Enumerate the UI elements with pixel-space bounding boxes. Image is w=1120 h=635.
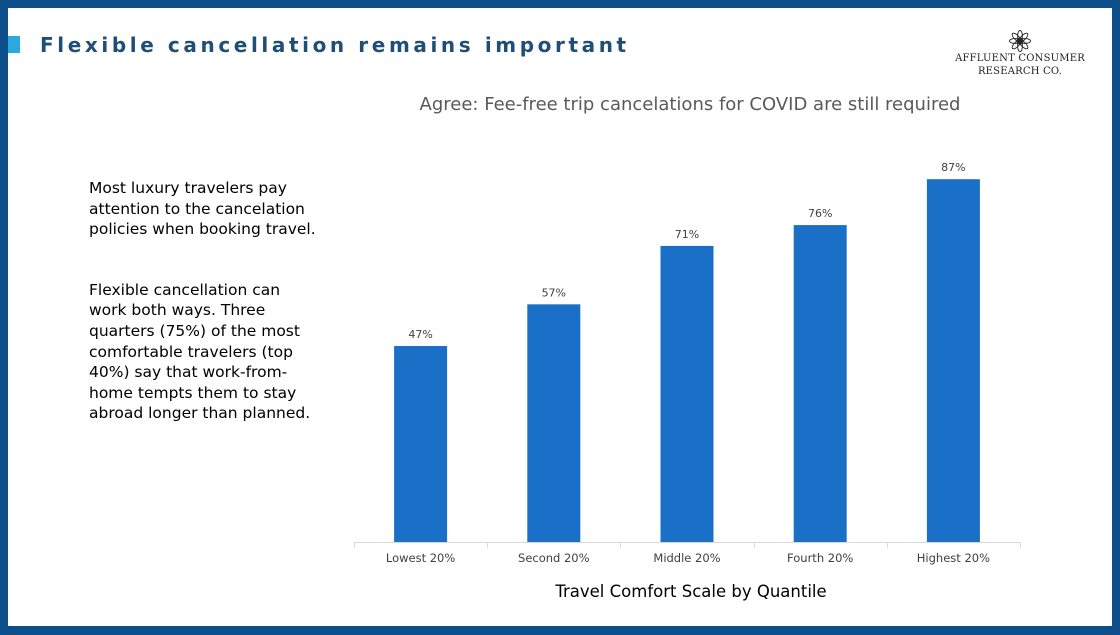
x-tick-label: Second 20% [518,551,590,565]
slide-title: Flexible cancellation remains important [40,33,630,57]
paragraph-2: Flexible cancellation can work both ways… [89,280,311,423]
bar [394,346,448,542]
bar [926,179,980,542]
x-axis-title: Travel Comfort Scale by Quantile [555,582,827,601]
logo-line-1: AFFLUENT CONSUMER [955,53,1085,64]
chart-title: Agree: Fee-free trip cancelations for CO… [419,94,961,115]
bar-chart: 47% Lowest 20% 57% Second 20% 71% Middle 20% 7… [354,161,1021,565]
x-tick-label: Fourth 20% [787,551,853,565]
flower-logo-icon [1009,30,1031,52]
data-label: 47% [408,328,432,341]
data-label: 87% [941,161,965,174]
x-tick-label: Lowest 20% [386,551,456,565]
data-label: 71% [675,228,699,241]
x-tick-label: Middle 20% [653,551,720,565]
paragraph-1: Most luxury travelers pay attention to t… [89,179,316,239]
slide: Flexible cancellation remains important … [8,8,1112,626]
title-accent-bar [8,36,20,53]
logo-line-2: RESEARCH CO. [977,66,1063,77]
bar [527,304,581,542]
bar [660,245,714,542]
data-label: 57% [542,286,566,299]
company-logo: AFFLUENT CONSUMER RESEARCH CO. [948,30,1092,78]
bar [793,225,847,542]
body-text: Most luxury travelers pay attention to t… [89,178,321,464]
x-tick-label: Highest 20% [917,551,990,565]
data-label: 76% [808,207,832,220]
